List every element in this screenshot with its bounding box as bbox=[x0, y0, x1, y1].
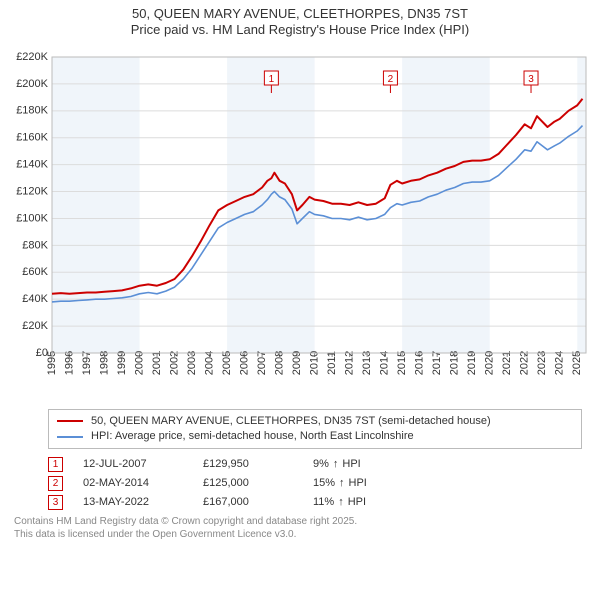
table-row: 2 02-MAY-2014 £125,000 15% ↑ HPI bbox=[48, 474, 582, 493]
svg-text:£160K: £160K bbox=[16, 131, 48, 143]
arrow-up-icon: ↑ bbox=[339, 474, 345, 493]
svg-text:£120K: £120K bbox=[16, 185, 48, 197]
sale-date: 13-MAY-2022 bbox=[83, 493, 183, 512]
svg-text:1: 1 bbox=[269, 74, 275, 85]
svg-text:2017: 2017 bbox=[431, 350, 443, 374]
svg-text:2009: 2009 bbox=[291, 350, 303, 374]
sale-date: 12-JUL-2007 bbox=[83, 455, 183, 474]
svg-text:1995: 1995 bbox=[46, 350, 58, 374]
footer-line: This data is licensed under the Open Gov… bbox=[14, 528, 586, 541]
svg-text:2019: 2019 bbox=[466, 350, 478, 374]
svg-text:2023: 2023 bbox=[536, 350, 548, 374]
footer-line: Contains HM Land Registry data © Crown c… bbox=[14, 515, 586, 528]
legend-label: 50, QUEEN MARY AVENUE, CLEETHORPES, DN35… bbox=[91, 414, 491, 429]
svg-text:2006: 2006 bbox=[238, 350, 250, 374]
svg-text:2011: 2011 bbox=[326, 351, 338, 375]
svg-text:1997: 1997 bbox=[81, 350, 93, 374]
legend-swatch bbox=[57, 420, 83, 422]
line-chart: £0£20K£40K£60K£80K£100K£120K£140K£160K£1… bbox=[8, 43, 592, 403]
sale-date: 02-MAY-2014 bbox=[83, 474, 183, 493]
svg-text:£180K: £180K bbox=[16, 104, 48, 116]
svg-text:2025: 2025 bbox=[571, 350, 583, 374]
svg-text:2005: 2005 bbox=[221, 350, 233, 374]
svg-text:2014: 2014 bbox=[379, 350, 391, 374]
svg-text:£40K: £40K bbox=[22, 293, 48, 305]
svg-text:2004: 2004 bbox=[203, 350, 215, 374]
svg-text:£140K: £140K bbox=[16, 158, 48, 170]
arrow-up-icon: ↑ bbox=[333, 455, 339, 474]
svg-text:1996: 1996 bbox=[63, 350, 75, 374]
title-subtitle: Price paid vs. HM Land Registry's House … bbox=[8, 22, 592, 38]
sale-marker-2: 2 bbox=[48, 476, 63, 491]
sale-marker-3: 3 bbox=[48, 495, 63, 510]
sales-table: 1 12-JUL-2007 £129,950 9% ↑ HPI 2 02-MAY… bbox=[48, 455, 582, 511]
svg-text:2007: 2007 bbox=[256, 350, 268, 374]
svg-text:1998: 1998 bbox=[98, 350, 110, 374]
svg-text:2024: 2024 bbox=[554, 350, 566, 374]
chart-area: £0£20K£40K£60K£80K£100K£120K£140K£160K£1… bbox=[8, 43, 592, 403]
svg-text:2: 2 bbox=[388, 74, 394, 85]
svg-text:£220K: £220K bbox=[16, 50, 48, 62]
svg-text:2001: 2001 bbox=[151, 350, 163, 374]
legend: 50, QUEEN MARY AVENUE, CLEETHORPES, DN35… bbox=[48, 409, 582, 450]
title-address: 50, QUEEN MARY AVENUE, CLEETHORPES, DN35… bbox=[8, 6, 592, 22]
table-row: 3 13-MAY-2022 £167,000 11% ↑ HPI bbox=[48, 493, 582, 512]
svg-text:1999: 1999 bbox=[116, 350, 128, 374]
svg-text:£100K: £100K bbox=[16, 212, 48, 224]
svg-text:2012: 2012 bbox=[344, 350, 356, 374]
svg-text:2016: 2016 bbox=[414, 350, 426, 374]
svg-text:2010: 2010 bbox=[309, 350, 321, 374]
sale-price: £125,000 bbox=[203, 474, 293, 493]
sale-price: £167,000 bbox=[203, 493, 293, 512]
svg-text:£60K: £60K bbox=[22, 266, 48, 278]
svg-text:2020: 2020 bbox=[484, 350, 496, 374]
svg-text:£20K: £20K bbox=[22, 319, 48, 331]
chart-title: 50, QUEEN MARY AVENUE, CLEETHORPES, DN35… bbox=[8, 6, 592, 39]
svg-text:2000: 2000 bbox=[133, 350, 145, 374]
legend-item-hpi: HPI: Average price, semi-detached house,… bbox=[57, 429, 573, 444]
footer-attribution: Contains HM Land Registry data © Crown c… bbox=[14, 515, 586, 541]
sale-price: £129,950 bbox=[203, 455, 293, 474]
svg-text:2003: 2003 bbox=[186, 350, 198, 374]
sale-vs-hpi: 9% ↑ HPI bbox=[313, 455, 433, 474]
svg-text:£200K: £200K bbox=[16, 77, 48, 89]
svg-text:2018: 2018 bbox=[449, 350, 461, 374]
svg-text:2015: 2015 bbox=[396, 350, 408, 374]
svg-text:2002: 2002 bbox=[168, 350, 180, 374]
table-row: 1 12-JUL-2007 £129,950 9% ↑ HPI bbox=[48, 455, 582, 474]
page-root: 50, QUEEN MARY AVENUE, CLEETHORPES, DN35… bbox=[0, 0, 600, 590]
sale-vs-hpi: 11% ↑ HPI bbox=[313, 493, 433, 512]
svg-text:2022: 2022 bbox=[519, 350, 531, 374]
sale-vs-hpi: 15% ↑ HPI bbox=[313, 474, 433, 493]
arrow-up-icon: ↑ bbox=[338, 493, 344, 512]
svg-text:2013: 2013 bbox=[361, 350, 373, 374]
svg-text:2008: 2008 bbox=[274, 350, 286, 374]
legend-swatch bbox=[57, 436, 83, 438]
svg-text:£80K: £80K bbox=[22, 239, 48, 251]
sale-marker-1: 1 bbox=[48, 457, 63, 472]
legend-label: HPI: Average price, semi-detached house,… bbox=[91, 429, 414, 444]
svg-text:2021: 2021 bbox=[501, 350, 513, 374]
legend-item-price-paid: 50, QUEEN MARY AVENUE, CLEETHORPES, DN35… bbox=[57, 414, 573, 429]
svg-text:3: 3 bbox=[528, 74, 534, 85]
